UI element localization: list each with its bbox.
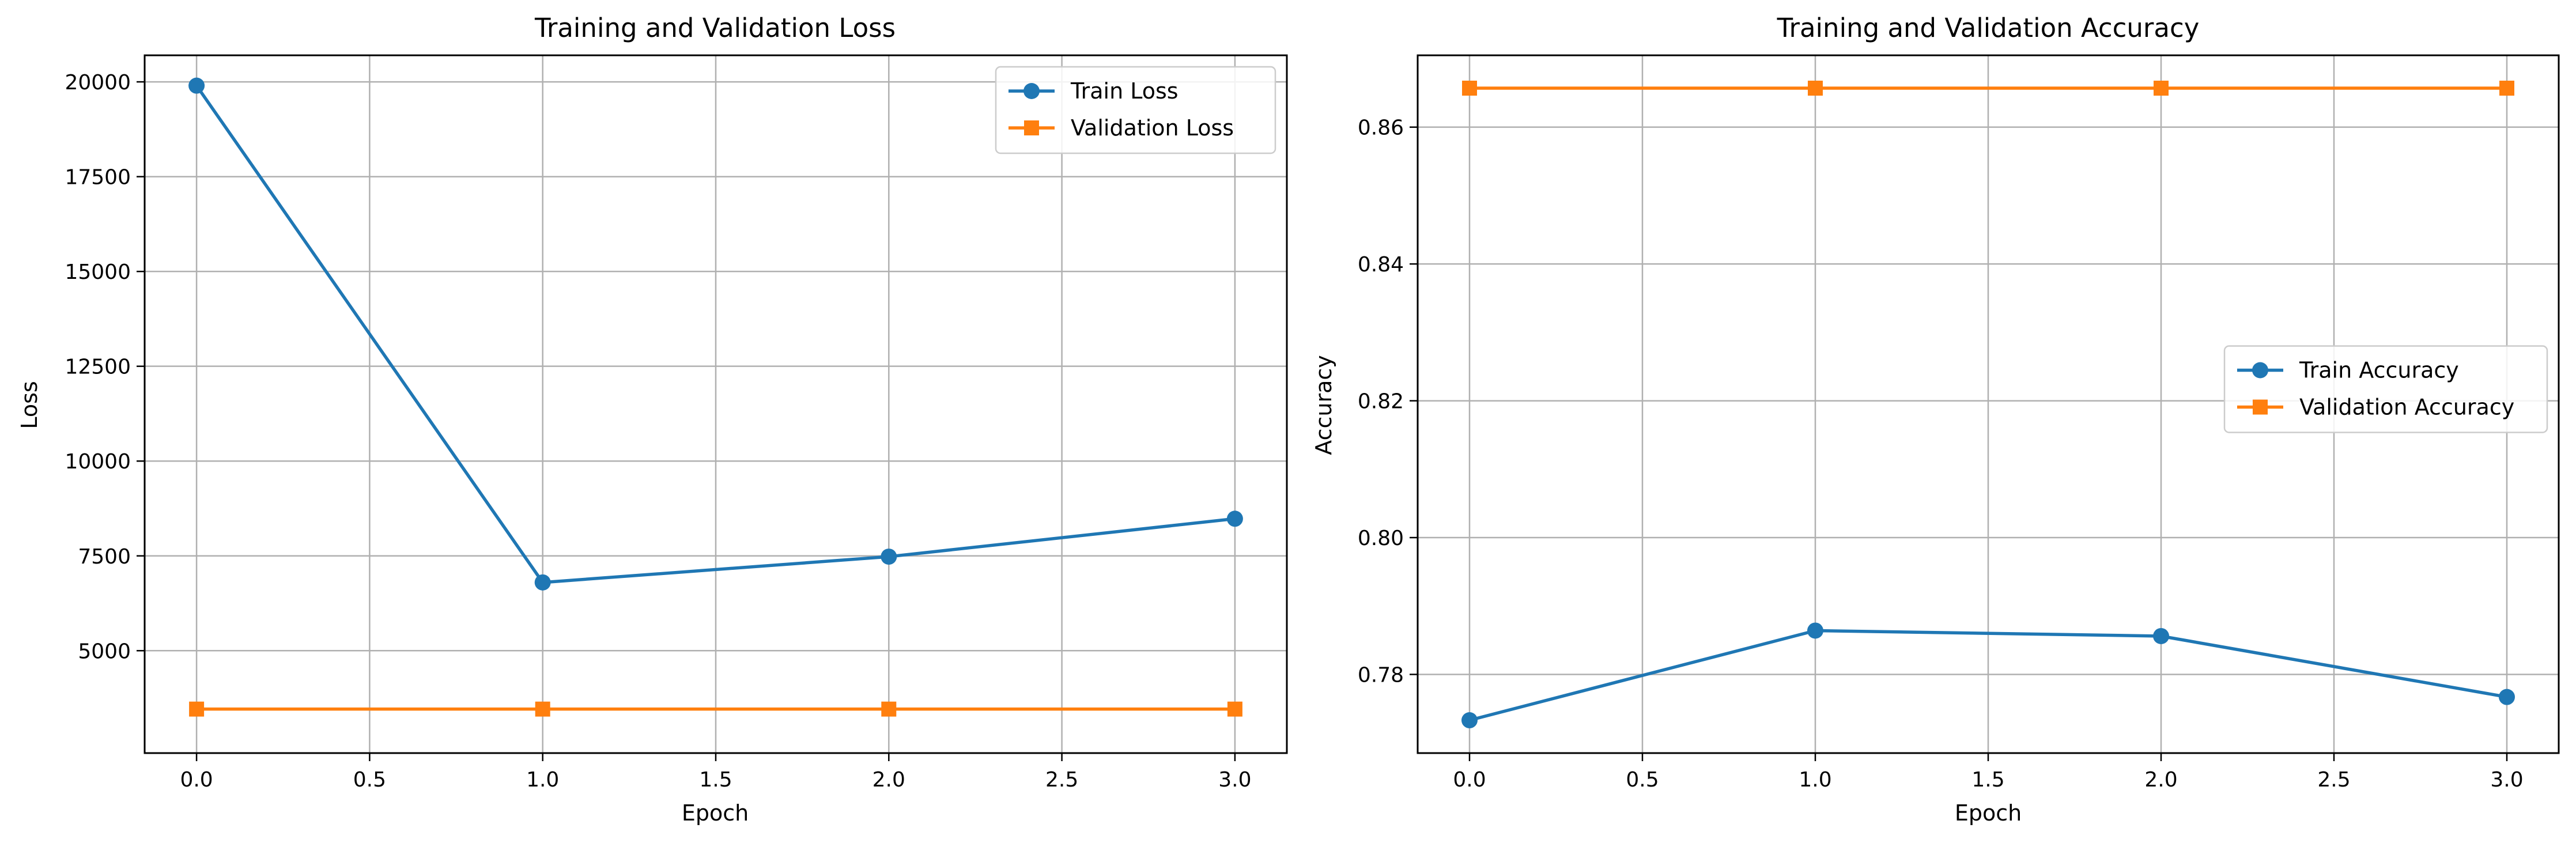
accuracy-ytick-label: 0.80 (1358, 527, 1404, 550)
loss-point (189, 701, 205, 717)
loss-ytick-label: 15000 (65, 260, 131, 284)
loss-xtick-label: 2.5 (1045, 768, 1078, 792)
accuracy-chart-xlabel: Epoch (1955, 800, 2022, 826)
accuracy-point (2499, 80, 2514, 96)
accuracy-point (2154, 80, 2169, 96)
loss-point (881, 701, 897, 717)
loss-chart-xlabel: Epoch (682, 800, 749, 826)
loss-chart-ylabel: Loss (17, 381, 42, 429)
accuracy-xtick-label: 1.0 (1799, 768, 1831, 792)
accuracy-ytick-label: 0.86 (1358, 116, 1404, 140)
accuracy-chart: Training and Validation Accuracy Epoch A… (1311, 13, 2199, 826)
accuracy-legend: Train Accuracy Validation Accuracy (2223, 345, 2548, 433)
loss-legend-box (995, 66, 1276, 154)
accuracy-legend-label: Validation Accuracy (2299, 395, 2514, 420)
loss-xtick-label: 1.5 (699, 768, 732, 792)
accuracy-legend-box (2223, 345, 2548, 433)
loss-ytick-label: 20000 (65, 71, 131, 94)
accuracy-legend-marker (2252, 362, 2268, 379)
loss-legend: Train Loss Validation Loss (995, 66, 1276, 154)
accuracy-xtick-label: 0.0 (1453, 768, 1486, 792)
accuracy-ytick-label: 0.84 (1358, 253, 1404, 277)
loss-chart: Training and Validation Loss Epoch Loss (17, 13, 896, 826)
accuracy-ytick-label: 0.78 (1358, 663, 1404, 687)
accuracy-point (2499, 689, 2515, 705)
accuracy-chart-ylabel: Accuracy (1311, 355, 1336, 455)
accuracy-xtick-label: 0.5 (1626, 768, 1659, 792)
accuracy-point (1462, 80, 1477, 96)
loss-ytick-label: 17500 (65, 166, 131, 190)
accuracy-xtick-label: 2.0 (2144, 768, 2177, 792)
loss-xtick-label: 2.0 (872, 768, 905, 792)
accuracy-point (2153, 627, 2169, 644)
loss-point (1226, 511, 1243, 527)
loss-legend-label: Validation Loss (1071, 115, 1234, 141)
loss-ytick-label: 12500 (65, 356, 131, 379)
accuracy-series-line-0 (1469, 629, 2507, 722)
loss-axes-frame (143, 54, 1288, 754)
loss-point (188, 77, 205, 94)
loss-series-line-0 (195, 85, 1236, 584)
accuracy-point (1461, 712, 1478, 729)
loss-point (881, 549, 897, 565)
accuracy-point (1808, 80, 1823, 96)
accuracy-point (1807, 622, 1823, 639)
loss-chart-title: Training and Validation Loss (534, 13, 896, 43)
accuracy-ytick-label: 0.82 (1358, 390, 1404, 414)
loss-xtick-label: 0.0 (180, 768, 213, 792)
accuracy-axes-frame (1417, 54, 2560, 754)
loss-legend-marker (1024, 120, 1039, 135)
loss-ytick-label: 7500 (78, 545, 131, 569)
loss-plot-area: 0.0 0.5 1.0 1.5 2.0 2.5 3.0 5000 7500 10000 12500 1… (65, 54, 1288, 792)
accuracy-legend-label: Train Accuracy (2299, 358, 2459, 383)
loss-ytick-label: 10000 (65, 450, 131, 474)
accuracy-xtick-label: 3.0 (2490, 768, 2523, 792)
accuracy-chart-title: Training and Validation Accuracy (1777, 13, 2200, 43)
loss-legend-label: Train Loss (1070, 78, 1179, 104)
loss-point (1227, 701, 1242, 717)
loss-point (534, 574, 551, 591)
accuracy-xtick-label: 2.5 (2317, 768, 2350, 792)
loss-xtick-label: 3.0 (1218, 768, 1251, 792)
accuracy-xtick-label: 1.5 (1971, 768, 2004, 792)
loss-ytick-label: 5000 (78, 640, 131, 663)
loss-point (535, 701, 550, 717)
loss-legend-marker (1023, 83, 1040, 99)
accuracy-legend-marker (2253, 399, 2268, 415)
loss-xtick-label: 1.0 (526, 768, 559, 792)
accuracy-plot-area: 0.0 0.5 1.0 1.5 2.0 2.5 3.0 0.78 0.80 0.82 0.84 0.8… (1358, 54, 2560, 792)
loss-xtick-label: 0.5 (353, 768, 386, 792)
